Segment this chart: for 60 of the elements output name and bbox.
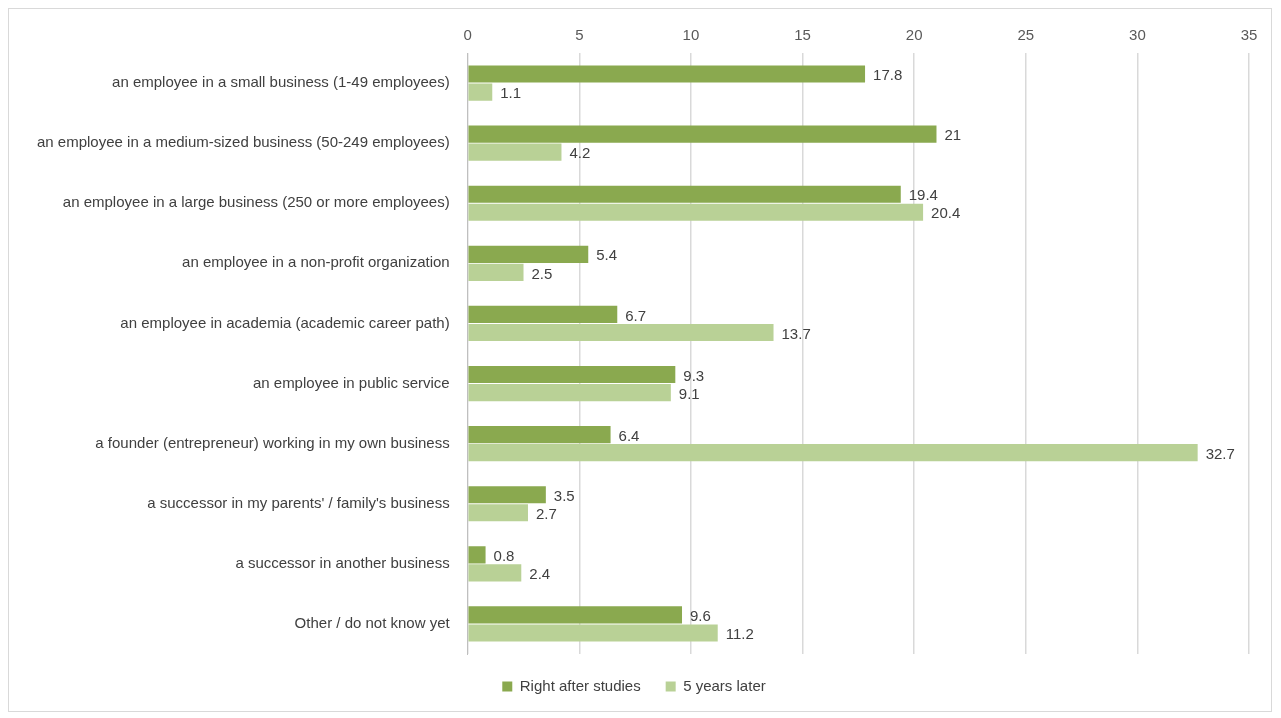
bar: [468, 365, 676, 384]
y-tick-label: an employee in a non-profit organization: [182, 253, 450, 271]
data-label: 20.4: [931, 204, 961, 222]
y-tick-label: an employee in a medium-sized business (50-249 employees): [36, 133, 450, 151]
data-label: 3.5: [553, 486, 575, 504]
y-tick-label: an employee in a small business (1-49 employees): [112, 73, 450, 91]
bar: [468, 504, 528, 522]
x-tick-label: 30: [1129, 26, 1146, 44]
bar: [468, 143, 562, 161]
bar: [468, 83, 493, 101]
data-label: 5.4: [596, 246, 618, 264]
data-label: 4.2: [569, 144, 591, 162]
y-tick-label: an employee in public service: [252, 373, 450, 391]
bar: [468, 624, 718, 642]
x-tick-label: 15: [794, 26, 811, 44]
bar: [468, 305, 618, 323]
data-label: 11.2: [725, 625, 754, 643]
bar: [468, 323, 774, 342]
legend-label: Right after studies: [519, 676, 641, 694]
x-tick-label: 35: [1240, 26, 1258, 44]
data-label: 6.7: [625, 306, 647, 324]
bar: [468, 426, 611, 444]
y-tick-label: Other / do not know yet: [294, 614, 451, 632]
bar: [468, 203, 924, 221]
bar: [468, 125, 937, 143]
bar: [468, 65, 866, 83]
legend-label: 5 years later: [683, 676, 766, 694]
bar: [468, 185, 901, 203]
bar: [468, 444, 1198, 462]
bar: [468, 486, 546, 504]
x-tick-label: 25: [1017, 26, 1035, 44]
y-tick-label: an employee in a large business (250 or more employees): [62, 193, 450, 211]
data-label: 9.3: [683, 366, 705, 384]
data-label: 0.8: [493, 546, 515, 564]
data-label: 9.1: [678, 384, 700, 402]
data-label: 2.5: [531, 264, 553, 282]
data-label: 21: [944, 126, 962, 144]
x-tick-label: 5: [575, 26, 584, 44]
data-label: 32.7: [1205, 444, 1235, 462]
x-tick-label: 0: [463, 26, 472, 44]
bar: [468, 606, 683, 624]
data-label: 9.6: [690, 607, 711, 625]
data-label: 6.4: [618, 426, 640, 444]
data-label: 1.1: [500, 84, 522, 102]
bar: [468, 263, 524, 281]
bar: [468, 384, 671, 402]
bar: [468, 245, 589, 263]
bar: [468, 564, 522, 582]
y-tick-label: a successor in another business: [235, 553, 450, 571]
data-label: 2.7: [535, 504, 557, 522]
data-label: 2.4: [529, 565, 551, 583]
x-tick-label: 20: [905, 26, 923, 44]
y-tick-label: a founder (entrepreneur) working in my own business: [95, 433, 450, 451]
x-tick-label: 10: [682, 26, 700, 44]
y-tick-label: a successor in my parents' / family's business: [147, 493, 450, 511]
data-label: 13.7: [781, 324, 811, 342]
data-label: 19.4: [908, 186, 938, 204]
y-tick-label: an employee in academia (academic career path): [120, 313, 450, 331]
data-label: 17.8: [873, 66, 903, 84]
bar: [468, 546, 486, 564]
